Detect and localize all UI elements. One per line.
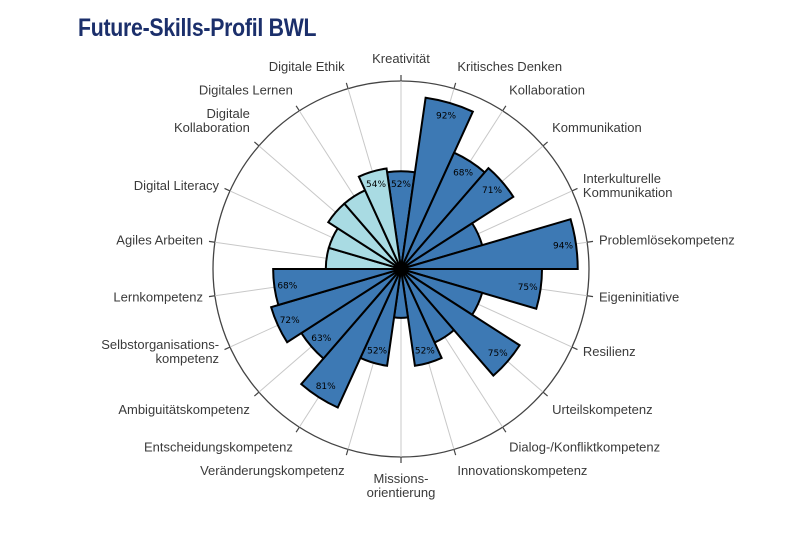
bar-wedge bbox=[400, 217, 579, 270]
category-label-line: Kollaboration bbox=[509, 83, 585, 98]
category-label: Digitales Lernen bbox=[199, 83, 293, 98]
tick-mark bbox=[571, 346, 578, 351]
bars bbox=[269, 96, 579, 409]
category-label: Lernkompetenz bbox=[113, 289, 203, 304]
tick-mark bbox=[453, 449, 457, 456]
category-label-line: Digitales Lernen bbox=[199, 83, 293, 98]
category-label-line: Digitale Ethik bbox=[269, 59, 345, 74]
category-label-line: Kritisches Denken bbox=[457, 59, 562, 74]
tick-mark bbox=[224, 346, 231, 351]
category-label-line: Digitale bbox=[206, 106, 249, 121]
category-label: Eigeninitiative bbox=[599, 289, 679, 304]
category-label-line: Ambiguitätskompetenz bbox=[118, 402, 250, 417]
bar-wedge bbox=[400, 166, 515, 270]
category-labels: Kreativität Kritisches Denken Kollaboratio… bbox=[101, 51, 735, 500]
tick-mark bbox=[587, 295, 594, 298]
category-label: Digitale Ethik bbox=[269, 59, 345, 74]
category-label-line: orientierung bbox=[367, 485, 436, 500]
category-label: Urteilskompetenz bbox=[552, 402, 652, 417]
category-label: Kreativität bbox=[372, 51, 430, 66]
tick-mark bbox=[345, 82, 349, 89]
tick-mark bbox=[253, 391, 260, 397]
category-label-line: Agiles Arbeiten bbox=[116, 233, 203, 248]
value-label: 52% bbox=[367, 346, 387, 356]
category-label: Entscheidungskompetenz bbox=[144, 439, 293, 454]
category-label-line: Resilienz bbox=[583, 344, 636, 359]
category-label-line: Eigeninitiative bbox=[599, 289, 679, 304]
tick-mark bbox=[502, 105, 507, 112]
category-label: Interkulturelle Kommunikation bbox=[583, 171, 673, 200]
value-label: 75% bbox=[518, 283, 538, 293]
tick-mark bbox=[542, 141, 549, 147]
category-label-line: Lernkompetenz bbox=[113, 289, 203, 304]
category-label: Resilienz bbox=[583, 344, 636, 359]
value-labels: 52% 92% 68% 71% 94% 75% 75% 52% 52% 81% 63% 72% 68% 5… bbox=[277, 112, 573, 393]
category-label-line: Digital Literacy bbox=[134, 178, 220, 193]
value-label: 68% bbox=[453, 168, 473, 178]
value-label: 71% bbox=[482, 186, 502, 196]
category-label: Digital Literacy bbox=[134, 178, 220, 193]
category-label-line: Missions- bbox=[374, 471, 429, 486]
value-label: 94% bbox=[553, 242, 573, 252]
category-label-line: Kommunikation bbox=[583, 185, 673, 200]
tick-mark bbox=[571, 187, 578, 192]
bar-wedge bbox=[299, 268, 402, 409]
tick-mark bbox=[345, 449, 349, 456]
category-label-line: Kreativität bbox=[372, 51, 430, 66]
tick-mark bbox=[453, 82, 457, 89]
value-label: 92% bbox=[436, 112, 456, 122]
category-label: Ambiguitätskompetenz bbox=[118, 402, 250, 417]
value-label: 52% bbox=[391, 180, 411, 190]
bar-wedge bbox=[400, 268, 443, 367]
tick-mark bbox=[295, 105, 300, 112]
bar-wedge bbox=[272, 268, 402, 307]
category-label-line: Dialog-/Konfliktkompetenz bbox=[509, 439, 660, 454]
value-label: 52% bbox=[415, 346, 435, 356]
value-label: 75% bbox=[488, 349, 508, 359]
category-label-line: Entscheidungskompetenz bbox=[144, 439, 293, 454]
tick-mark bbox=[587, 240, 594, 243]
category-label: Kollaboration bbox=[509, 83, 585, 98]
category-label-line: Veränderungskompetenz bbox=[200, 463, 345, 478]
category-label: Digitale Kollaboration bbox=[174, 106, 250, 135]
chart-title: Future-Skills-Profil BWL bbox=[78, 14, 317, 42]
tick-mark bbox=[208, 295, 215, 298]
tick-mark bbox=[208, 240, 215, 243]
value-label: 81% bbox=[316, 382, 336, 392]
category-label: Kritisches Denken bbox=[457, 59, 562, 74]
category-label: Veränderungskompetenz bbox=[200, 463, 345, 478]
category-label-line: kompetenz bbox=[155, 351, 219, 366]
category-label-line: Problemlösekompetenz bbox=[599, 233, 735, 248]
bar-wedge bbox=[269, 268, 402, 344]
tick-mark bbox=[502, 426, 507, 433]
category-label: Innovationskompetenz bbox=[457, 463, 587, 478]
value-label: 63% bbox=[311, 334, 331, 344]
category-label: Missions-orientierung bbox=[367, 471, 436, 500]
category-label: Selbstorganisations-kompetenz bbox=[101, 337, 219, 366]
tick-mark bbox=[253, 141, 260, 147]
category-label-line: Innovationskompetenz bbox=[457, 463, 587, 478]
category-label: Problemlösekompetenz bbox=[599, 233, 735, 248]
category-label-line: Kollaboration bbox=[174, 120, 250, 135]
category-label: Agiles Arbeiten bbox=[116, 233, 203, 248]
tick-mark bbox=[295, 426, 300, 433]
bar-wedge bbox=[357, 167, 402, 270]
bar-wedge bbox=[400, 96, 475, 270]
category-label: Kommunikation bbox=[552, 120, 642, 135]
tick-mark bbox=[224, 187, 231, 192]
category-label-line: Kommunikation bbox=[552, 120, 642, 135]
category-label: Dialog-/Konfliktkompetenz bbox=[509, 439, 660, 454]
tick-mark bbox=[542, 391, 549, 397]
category-label-line: Interkulturelle bbox=[583, 171, 661, 186]
value-label: 72% bbox=[280, 316, 300, 326]
category-label-line: Urteilskompetenz bbox=[552, 402, 652, 417]
bar-wedge bbox=[400, 268, 521, 377]
category-label-line: Selbstorganisations- bbox=[101, 337, 219, 352]
value-label: 68% bbox=[277, 281, 297, 291]
value-label: 54% bbox=[366, 180, 386, 190]
